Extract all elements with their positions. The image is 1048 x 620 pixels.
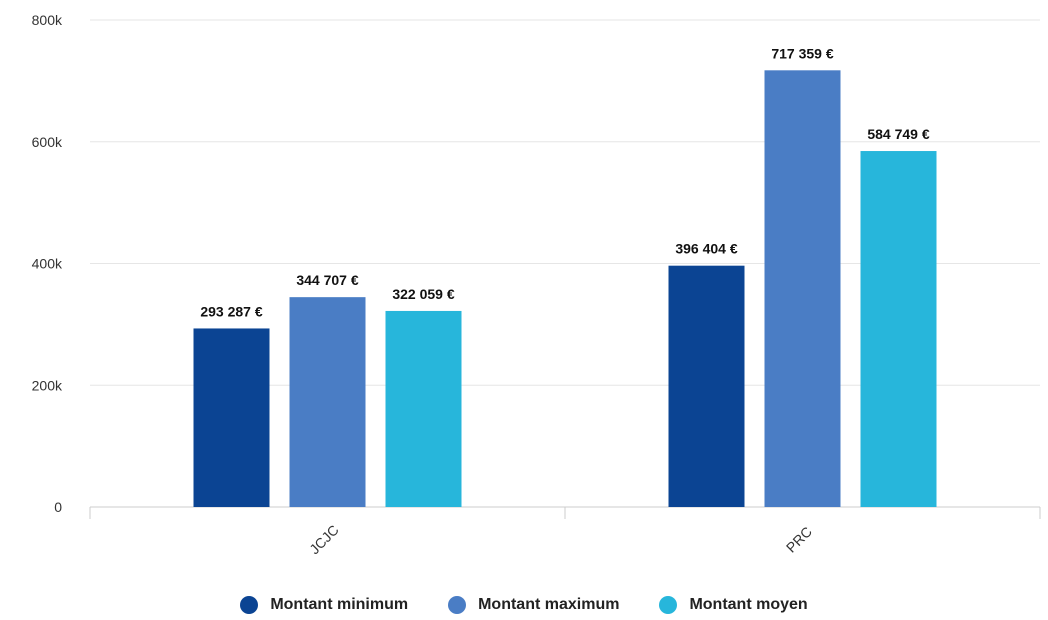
y-tick-label: 400k	[32, 256, 63, 272]
bar-chart: 0 200k 400k 600k 800k JCJC PRC 293 287 € 344 7…	[32, 12, 1041, 558]
bar	[385, 310, 462, 507]
legend-swatch	[240, 596, 259, 614]
data-label: 293 287 €	[200, 303, 262, 319]
bar	[860, 151, 937, 507]
legend-swatch	[659, 596, 678, 614]
legend: Montant minimum Montant maximum Montant mo…	[0, 590, 1048, 620]
bar	[289, 297, 366, 507]
legend-item[interactable]: Montant maximum	[448, 596, 619, 614]
y-tick-label: 800k	[32, 12, 63, 28]
y-axis: 0 200k 400k 600k 800k	[32, 12, 63, 515]
data-label: 584 749 €	[867, 126, 929, 142]
legend-swatch	[448, 596, 467, 614]
legend-label: Montant maximum	[478, 596, 620, 613]
bar	[193, 328, 270, 507]
data-label: 344 707 €	[296, 272, 358, 288]
legend-item[interactable]: Montant minimum	[240, 596, 408, 614]
legend-item[interactable]: Montant moyen	[659, 596, 808, 614]
data-labels: 293 287 € 344 707 € 322 059 € 396 404 € 717 …	[200, 45, 929, 319]
x-axis: JCJC PRC	[89, 506, 1041, 558]
x-tick-label: PRC	[783, 523, 815, 555]
data-label: 717 359 €	[771, 45, 833, 61]
y-tick-label: 600k	[32, 134, 63, 150]
y-tick-label: 0	[54, 499, 62, 515]
x-tick-label: JCJC	[306, 522, 342, 558]
data-label: 396 404 €	[675, 241, 737, 257]
legend-label: Montant minimum	[270, 596, 409, 613]
bars	[193, 70, 937, 507]
bar	[668, 265, 745, 507]
y-tick-label: 200k	[32, 377, 63, 393]
legend-label: Montant moyen	[689, 596, 808, 613]
bar	[764, 70, 841, 507]
data-label: 322 059 €	[392, 286, 454, 302]
